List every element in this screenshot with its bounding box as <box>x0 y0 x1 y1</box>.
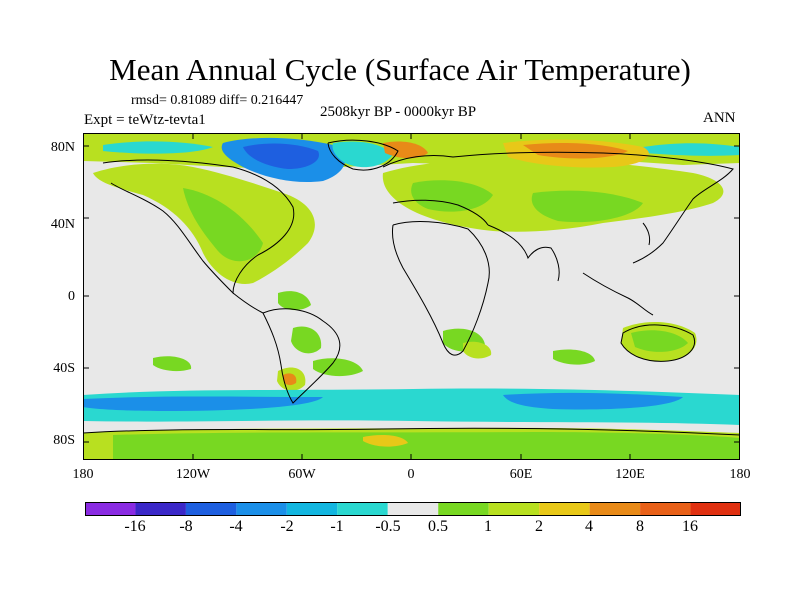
coast-japan <box>642 222 651 246</box>
australia-green <box>631 330 688 352</box>
southern-africa-patch <box>463 341 492 359</box>
colorbar-bin-9 <box>488 502 540 516</box>
colorbar-label-6: -0.5 <box>375 518 401 535</box>
lon-label-60w: 60W <box>288 467 316 482</box>
scandinavia-orange <box>383 141 428 159</box>
lon-label-180w: 180 <box>72 467 94 482</box>
lat-label-40n: 40N <box>50 217 75 232</box>
colorbar-label-3: -4 <box>229 518 243 535</box>
southern-ocean-blue-east <box>503 392 683 410</box>
colorbar-bin-3 <box>185 502 237 516</box>
colorbar-label-2: -8 <box>179 518 193 535</box>
greenland-cyan <box>332 141 393 168</box>
season-label: ANN <box>703 110 736 126</box>
lat-label-40s: 40S <box>53 361 75 376</box>
lat-label-0: 0 <box>68 289 75 304</box>
period-label: 2508kyr BP - 0000kyr BP <box>320 104 477 120</box>
southern-ocean-blue <box>83 396 323 411</box>
lon-label-120w: 120W <box>175 467 211 482</box>
axis-ticks <box>83 133 740 460</box>
colorbar-label-11: 8 <box>636 518 644 535</box>
colorbar-bin-7 <box>387 502 439 516</box>
coast-central-america <box>232 292 264 314</box>
indian-ocean-patch <box>553 349 595 365</box>
lon-label-0: 0 <box>407 467 415 482</box>
colorbar-bin-2 <box>135 502 186 516</box>
temperature-anomaly-map <box>83 133 740 460</box>
stats-text: rmsd= 0.81089 diff= 0.216447 <box>131 93 304 108</box>
coast-southeast-asia <box>582 272 654 316</box>
colorbar-frame <box>85 502 741 516</box>
lat-label-80s: 80S <box>53 433 75 448</box>
coast-greenland <box>327 139 399 171</box>
colorbar-label-4: -2 <box>280 518 294 535</box>
siberia-orange <box>523 143 628 159</box>
lon-label-120e: 120E <box>615 467 645 482</box>
lon-label-180e: 180 <box>729 467 751 482</box>
antarctica-warm-spot <box>363 435 408 447</box>
colorbar-label-7: 0.5 <box>428 518 448 535</box>
coast-mediterranean <box>392 199 489 226</box>
south-america-patch-2 <box>291 326 322 354</box>
asia-green <box>531 190 643 223</box>
coast-africa <box>392 221 490 356</box>
colorbar-bin-10 <box>539 502 590 516</box>
lon-label-60e: 60E <box>509 467 533 482</box>
antarctica-green <box>113 432 740 460</box>
europe-green <box>411 180 493 212</box>
south-america-patch-1 <box>278 291 311 311</box>
colorbar-label-8: 1 <box>484 518 492 535</box>
coast-arabia-india <box>487 224 560 282</box>
coastlines <box>83 139 740 436</box>
coast-europe-asia <box>382 151 734 264</box>
colorbar-bin-5 <box>286 502 338 516</box>
coast-north-america <box>102 159 295 295</box>
arctic-cyan-west <box>103 141 213 154</box>
colorbar-bin-1 <box>85 502 136 516</box>
north-america-green <box>183 188 263 262</box>
experiment-label: Expt = teWtz-tevta1 <box>84 112 206 128</box>
colorbar-bin-12 <box>640 502 691 516</box>
colorbar-label-9: 2 <box>535 518 543 535</box>
coast-south-america <box>262 308 341 404</box>
plot-title: Mean Annual Cycle (Surface Air Temperatu… <box>109 52 691 87</box>
colorbar-bin-8 <box>438 502 489 516</box>
colorbar-label-12: 16 <box>682 518 698 535</box>
colorbar-label-1: -16 <box>124 518 146 535</box>
lat-label-80n: 80N <box>50 140 75 155</box>
coast-australia <box>620 324 695 362</box>
colorbar-bin-13 <box>690 502 741 516</box>
canada-cold-core <box>243 143 319 169</box>
colorbar-bin-6 <box>337 502 388 516</box>
patagonia-orange <box>283 373 297 386</box>
colorbar-bin-11 <box>589 502 641 516</box>
coast-antarctica <box>83 427 740 436</box>
pacific-west-patch <box>153 356 192 372</box>
arctic-cyan-east <box>643 143 740 156</box>
colorbar-label-10: 4 <box>585 518 593 535</box>
colorbar-bin-4 <box>236 502 287 516</box>
colorbar <box>85 502 741 516</box>
colorbar-label-5: -1 <box>330 518 344 535</box>
